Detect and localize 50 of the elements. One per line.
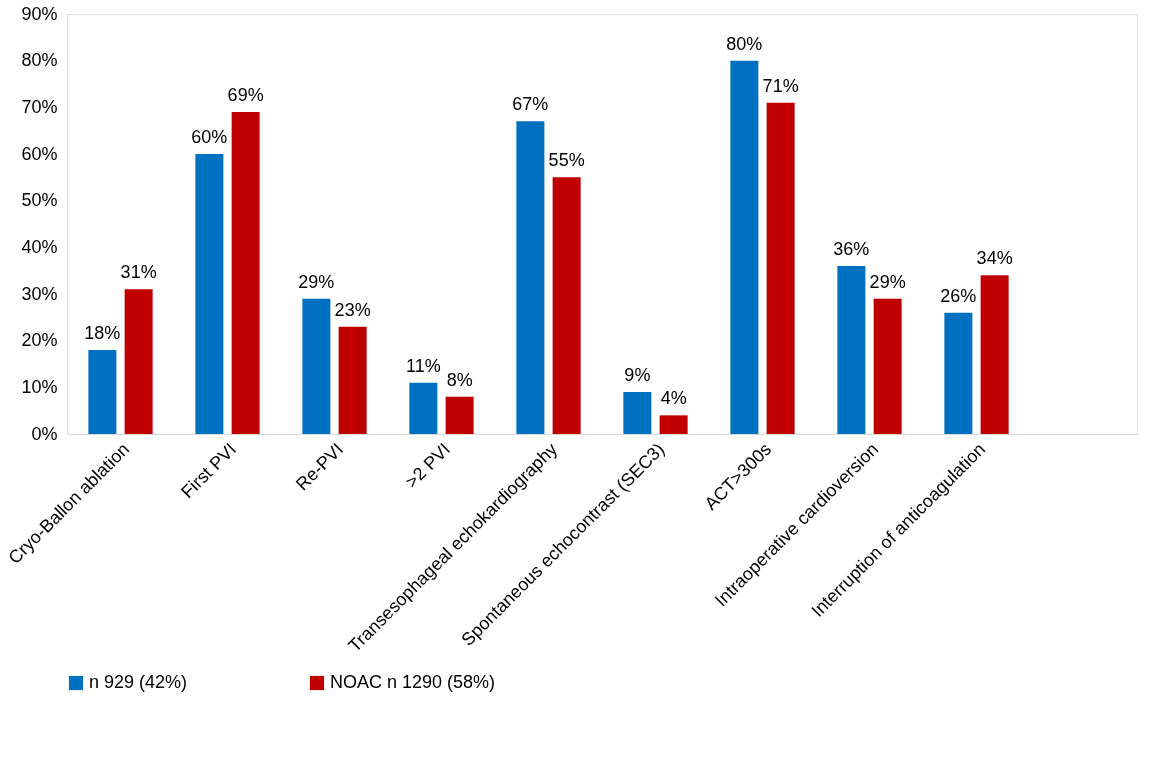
data-label: 26% [940,285,977,306]
y-tick-label: 50% [21,190,58,211]
data-label: 55% [548,150,585,171]
bar [944,312,973,434]
data-label: 8% [446,369,473,390]
bar [195,154,224,434]
bar [623,392,652,434]
data-label: 9% [624,365,651,385]
data-label: 23% [334,299,371,320]
bar [338,326,367,434]
data-label: 4% [660,388,687,409]
y-tick-label: 60% [21,143,58,164]
bar [409,382,438,434]
x-tick-label: >2 PVI [401,439,455,492]
y-tick-label: 0% [31,423,58,444]
data-label: 80% [726,33,763,54]
bar [88,350,117,434]
y-tick-label: 40% [21,236,58,257]
y-tick-label: 80% [21,50,58,71]
bar [552,177,581,434]
y-tick-label: 90% [21,3,58,24]
bar [873,298,902,434]
data-label: 71% [762,75,799,96]
y-tick-label: 10% [21,376,58,397]
data-label: 31% [120,262,157,283]
y-tick-label: 70% [21,96,58,117]
data-label: 29% [869,271,906,292]
x-tick-label: First PVI [177,439,241,503]
data-label: 11% [406,355,441,376]
bar [766,102,795,434]
bar [231,112,260,434]
bar [445,396,474,434]
data-label: 34% [976,248,1013,269]
bar [980,275,1009,434]
y-tick-label: 30% [21,283,58,304]
bar [302,298,331,434]
bar [516,121,545,434]
bar [837,266,866,434]
y-tick-label: 20% [21,330,58,351]
bar [124,289,153,434]
data-label: 60% [191,127,228,147]
bar [730,60,759,434]
data-label: 29% [298,271,335,292]
legend-label: n 929 (42%) [89,672,188,692]
data-label: 18% [84,323,121,343]
bar [659,415,688,434]
data-label: 67% [512,94,549,115]
legend-label: NOAC n 1290 (58%) [330,672,496,692]
data-label: 36% [833,239,870,259]
data-label: 69% [227,85,264,105]
